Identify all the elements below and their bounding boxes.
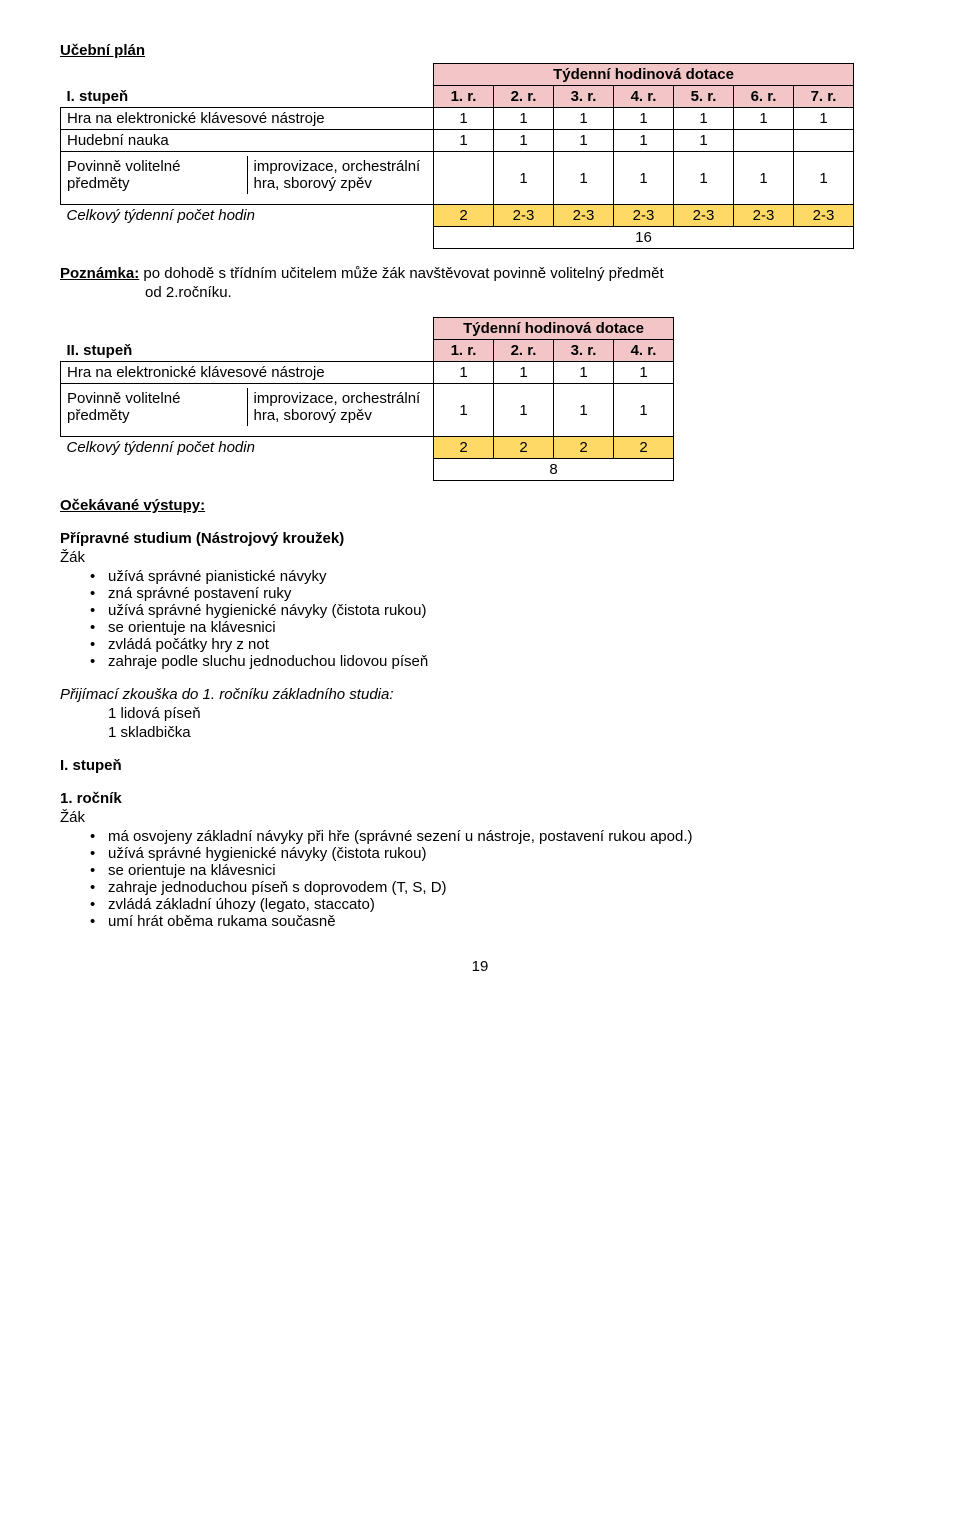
- table2-stage-label: II. stupeň: [61, 340, 434, 362]
- t2-r3-la: Povinně volitelné předměty: [61, 388, 247, 426]
- t2-r4-3: 2: [614, 437, 674, 459]
- t2-r3-3: 1: [614, 384, 674, 437]
- t1-r4-3: 2-3: [614, 205, 674, 227]
- t1-r4-5: 2-3: [734, 205, 794, 227]
- list-item: umí hrát oběma rukama současně: [108, 913, 900, 930]
- t1-r1-4: 1: [674, 108, 734, 130]
- list-item: užívá správné pianistické návyky: [108, 568, 900, 585]
- t1-r3-5: 1: [734, 152, 794, 205]
- list-item: užívá správné hygienické návyky (čistota…: [108, 845, 900, 862]
- table1-caption: Týdenní hodinová dotace: [434, 64, 854, 86]
- t1-r3-4: 1: [674, 152, 734, 205]
- t1-r4-2: 2-3: [554, 205, 614, 227]
- t2-r4-1: 2: [494, 437, 554, 459]
- note-text-b: od 2.ročníku.: [60, 284, 900, 301]
- t2-r3-1: 1: [494, 384, 554, 437]
- t1-r4-1: 2-3: [494, 205, 554, 227]
- t2-h0: 1. r.: [434, 340, 494, 362]
- t1-r2-label: Hudební nauka: [61, 130, 434, 152]
- t1-r3-0: [434, 152, 494, 205]
- exam-a: 1 lidová píseň: [60, 705, 900, 722]
- t2-h1: 2. r.: [494, 340, 554, 362]
- t1-r4-6: 2-3: [794, 205, 854, 227]
- exam-b: 1 skladbička: [60, 724, 900, 741]
- t1-h5: 6. r.: [734, 86, 794, 108]
- t1-r1-5: 1: [734, 108, 794, 130]
- year1-heading: 1. ročník: [60, 790, 900, 807]
- t1-r1-6: 1: [794, 108, 854, 130]
- table1-stage-label: I. stupeň: [61, 86, 434, 108]
- exam-heading: Přijímací zkouška do 1. ročníku základní…: [60, 686, 900, 703]
- page-number: 19: [60, 958, 900, 975]
- t1-h1: 2. r.: [494, 86, 554, 108]
- note-text-a: po dohodě s třídním učitelem může žák na…: [139, 265, 663, 282]
- t1-r1-3: 1: [614, 108, 674, 130]
- zak-1: Žák: [60, 549, 900, 566]
- list-item: má osvojeny základní návyky při hře (spr…: [108, 828, 900, 845]
- t1-r1-1: 1: [494, 108, 554, 130]
- t2-r1-1: 1: [494, 362, 554, 384]
- t2-r1-3: 1: [614, 362, 674, 384]
- table-2: Týdenní hodinová dotace II. stupeň 1. r.…: [60, 317, 674, 481]
- list-item: zvládá počátky hry z not: [108, 636, 900, 653]
- t1-r1-0: 1: [434, 108, 494, 130]
- t2-r1-2: 1: [554, 362, 614, 384]
- page-title: Učební plán: [60, 42, 900, 59]
- stage1-heading: I. stupeň: [60, 757, 900, 774]
- t1-total: 16: [434, 227, 854, 249]
- list-item: se orientuje na klávesnici: [108, 862, 900, 879]
- t1-r3-lb: improvizace, orchestrální hra, sborový z…: [247, 156, 433, 194]
- t1-r2-4: 1: [674, 130, 734, 152]
- t1-r2-2: 1: [554, 130, 614, 152]
- t1-r2-0: 1: [434, 130, 494, 152]
- t1-h3: 4. r.: [614, 86, 674, 108]
- zak-2: Žák: [60, 809, 900, 826]
- t1-r3-la: Povinně volitelné předměty: [61, 156, 247, 194]
- note: Poznámka: po dohodě s třídním učitelem m…: [60, 265, 900, 282]
- list-item: zvládá základní úhozy (legato, staccato): [108, 896, 900, 913]
- table2-caption: Týdenní hodinová dotace: [434, 318, 674, 340]
- t1-r1-label: Hra na elektronické klávesové nástroje: [61, 108, 434, 130]
- t1-r3-2: 1: [554, 152, 614, 205]
- t2-h3: 4. r.: [614, 340, 674, 362]
- t1-h6: 7. r.: [794, 86, 854, 108]
- t1-r3-1: 1: [494, 152, 554, 205]
- table-1: Týdenní hodinová dotace I. stupeň 1. r. …: [60, 63, 854, 249]
- t2-r3-0: 1: [434, 384, 494, 437]
- list-item: zná správné postavení ruky: [108, 585, 900, 602]
- t1-r2-6: [794, 130, 854, 152]
- t2-r3-lb: improvizace, orchestrální hra, sborový z…: [247, 388, 433, 426]
- list-item: užívá správné hygienické návyky (čistota…: [108, 602, 900, 619]
- prep-heading: Přípravné studium (Nástrojový kroužek): [60, 530, 900, 547]
- t2-r1-0: 1: [434, 362, 494, 384]
- t2-r4-label: Celkový týdenní počet hodin: [61, 437, 434, 459]
- outcomes-heading: Očekávané výstupy:: [60, 497, 900, 514]
- t2-h2: 3. r.: [554, 340, 614, 362]
- t2-r1-label: Hra na elektronické klávesové nástroje: [61, 362, 434, 384]
- t2-r4-0: 2: [434, 437, 494, 459]
- t1-r1-2: 1: [554, 108, 614, 130]
- list-item: zahraje jednoduchou píseň s doprovodem (…: [108, 879, 900, 896]
- t1-r2-5: [734, 130, 794, 152]
- t1-h0: 1. r.: [434, 86, 494, 108]
- t2-r3-2: 1: [554, 384, 614, 437]
- list-item: se orientuje na klávesnici: [108, 619, 900, 636]
- prep-list: užívá správné pianistické návyky zná spr…: [60, 568, 900, 670]
- year1-list: má osvojeny základní návyky při hře (spr…: [60, 828, 900, 930]
- t1-r4-label: Celkový týdenní počet hodin: [61, 205, 434, 227]
- note-label: Poznámka:: [60, 265, 139, 282]
- t2-r4-2: 2: [554, 437, 614, 459]
- t1-r4-4: 2-3: [674, 205, 734, 227]
- t1-r3-3: 1: [614, 152, 674, 205]
- t1-r3-6: 1: [794, 152, 854, 205]
- list-item: zahraje podle sluchu jednoduchou lidovou…: [108, 653, 900, 670]
- t1-r2-1: 1: [494, 130, 554, 152]
- t1-r2-3: 1: [614, 130, 674, 152]
- t1-h2: 3. r.: [554, 86, 614, 108]
- t1-h4: 5. r.: [674, 86, 734, 108]
- t1-r4-0: 2: [434, 205, 494, 227]
- t2-total: 8: [434, 459, 674, 481]
